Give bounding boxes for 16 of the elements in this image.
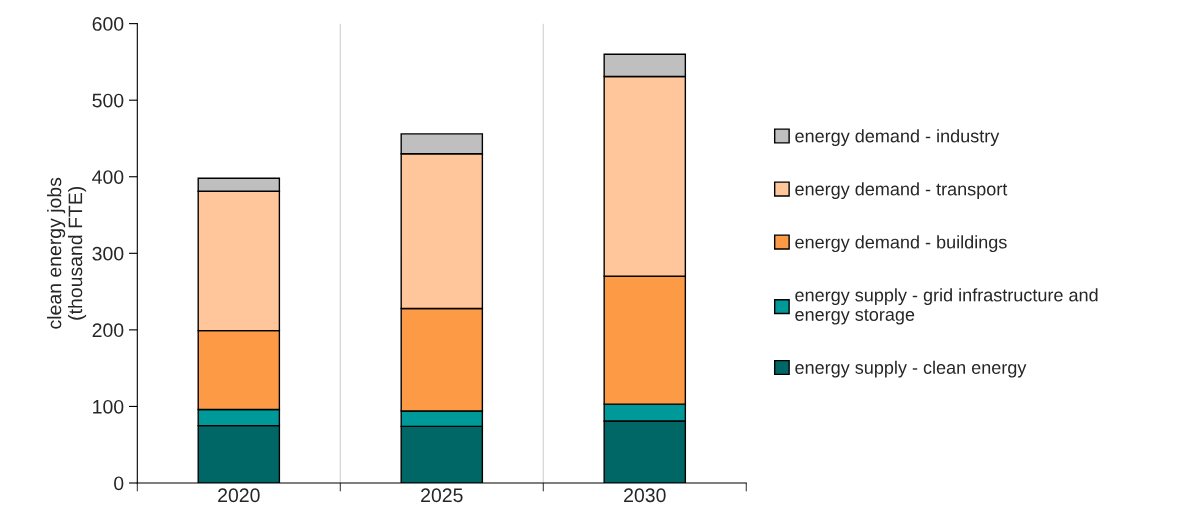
y-tick-label: 600 (92, 17, 124, 31)
x-tick-label: 2020 (218, 488, 260, 503)
legend-label: energy supply - clean energy (795, 360, 1027, 378)
legend-label: energy demand - industry (795, 129, 1000, 147)
y-tick-label: 100 (93, 399, 124, 414)
x-tick-label: 2030 (624, 488, 666, 503)
legend-label: energy demand - transport (795, 182, 1008, 200)
y-tick-label: 500 (92, 93, 124, 108)
y-axis-title: clean energy jobs (thousand FTE) (47, 177, 87, 329)
y-tick-label: 400 (92, 170, 124, 184)
y-tick-label: 0 (114, 476, 124, 491)
x-tick-label: 2025 (421, 488, 463, 503)
legend-label: energy demand - buildings (795, 235, 1007, 253)
y-tick-label: 200 (92, 323, 124, 338)
legend-label: energy supply - grid infrastructure and energy storage (795, 288, 1098, 325)
y-tick-label: 300 (92, 246, 124, 261)
